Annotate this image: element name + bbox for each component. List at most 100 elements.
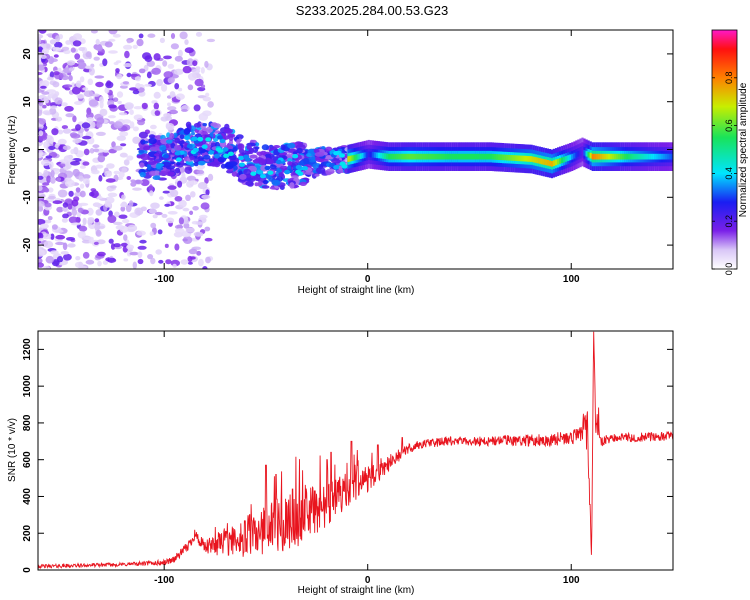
heatmap-cell [146, 71, 152, 79]
heatmap-cell [261, 144, 270, 151]
heatmap-cell [54, 97, 63, 105]
heatmap-cell [140, 179, 150, 187]
heatmap-cell [86, 112, 94, 119]
heatmap-cell [76, 211, 82, 218]
heatmap-cell [467, 153, 470, 160]
snr-frame [37, 330, 674, 571]
heatmap-cell [500, 154, 503, 161]
heatmap-cell [371, 151, 374, 158]
heatmap-cell [63, 84, 73, 88]
heatmap-cell [361, 152, 364, 159]
heatmap-cell [491, 153, 495, 160]
heatmap-cell [50, 58, 58, 63]
heatmap-cell [163, 71, 174, 79]
heatmap-cell [275, 159, 282, 165]
heatmap-cell [238, 155, 245, 161]
snr-line-layer [38, 331, 673, 570]
heatmap-cell [187, 261, 193, 265]
heatmap-cell [119, 152, 128, 158]
heatmap-cell [94, 218, 100, 223]
heatmap-cell [438, 153, 442, 160]
heatmap-cell [38, 238, 44, 242]
heatmap-cell [41, 48, 50, 55]
heatmap-cell [187, 255, 193, 263]
heatmap-cell [83, 148, 90, 156]
heatmap-cell [38, 36, 42, 45]
heatmap-cell [38, 175, 44, 180]
heatmap-cell [666, 153, 670, 160]
heatmap-cell [40, 54, 47, 59]
heatmap-cell [278, 171, 284, 177]
heatmap-cell [64, 179, 75, 188]
heatmap-cell [53, 54, 59, 58]
heatmap-cell [518, 155, 521, 162]
heatmap-cell [626, 153, 629, 160]
heatmap-cell [118, 112, 128, 116]
heatmap-cell [167, 106, 177, 111]
snr-ylabel: SNR (10 * v/v) [7, 418, 18, 482]
heatmap-cell [112, 33, 121, 38]
heatmap-cell [622, 153, 625, 160]
heatmap-cell [116, 135, 127, 141]
heatmap-cell [120, 242, 128, 247]
heatmap-cell [289, 182, 295, 189]
heatmap-cell [202, 128, 209, 132]
y-tick-label: 800 [22, 414, 33, 431]
heatmap-cell [62, 206, 68, 212]
heatmap-cell [126, 176, 132, 180]
heatmap-cell [418, 153, 421, 160]
heatmap-cell [455, 153, 458, 160]
heatmap-cell [178, 87, 183, 92]
heatmap-cell [104, 170, 113, 178]
heatmap-cell [191, 131, 195, 136]
heatmap-cell [548, 160, 551, 167]
heatmap-cell [82, 217, 87, 226]
heatmap-cell [93, 148, 100, 153]
heatmap-cell [658, 153, 661, 160]
heatmap-cell [315, 167, 326, 174]
heatmap-cell [51, 224, 58, 230]
heatmap-cell [54, 41, 63, 49]
heatmap-cell [88, 67, 95, 76]
heatmap-cell [261, 185, 270, 189]
heatmap-cell [201, 144, 208, 149]
heatmap-cell [257, 180, 263, 187]
heatmap-cell [96, 195, 103, 200]
heatmap-cell [192, 60, 198, 67]
heatmap-cell [451, 153, 454, 160]
heatmap-cell [38, 249, 45, 257]
heatmap-cell [213, 153, 222, 159]
heatmap-cell [163, 55, 172, 60]
heatmap-cell [671, 153, 673, 160]
heatmap-cell [632, 153, 635, 160]
heatmap-cell [147, 254, 154, 260]
heatmap-cell [620, 153, 623, 160]
heatmap-cell [139, 239, 147, 244]
heatmap-cell [186, 58, 195, 67]
heatmap-cell [158, 259, 164, 264]
heatmap-cell [287, 161, 293, 166]
heatmap-cell [124, 102, 134, 110]
heatmap-cell [510, 155, 513, 161]
heatmap-cells [38, 30, 673, 269]
heatmap-cell [123, 63, 133, 68]
heatmap-cell [72, 40, 82, 47]
heatmap-cell [196, 127, 202, 131]
heatmap-cell [102, 58, 108, 67]
heatmap-cell [154, 110, 161, 116]
heatmap-cell [163, 154, 169, 159]
colorbar-tick-label: 0.8 [724, 72, 734, 85]
heatmap-cell [97, 251, 106, 257]
heatmap-cell [115, 60, 122, 64]
heatmap-cell [164, 203, 171, 207]
heatmap-cell [38, 257, 43, 265]
heatmap-cell [41, 233, 52, 240]
heatmap-cell [276, 168, 282, 173]
heatmap-cell [394, 153, 397, 160]
heatmap-cell [75, 80, 82, 88]
heatmap-cell [223, 153, 230, 158]
heatmap-cell [119, 131, 129, 137]
heatmap-cell [78, 225, 88, 232]
heatmap-cell [154, 153, 160, 157]
